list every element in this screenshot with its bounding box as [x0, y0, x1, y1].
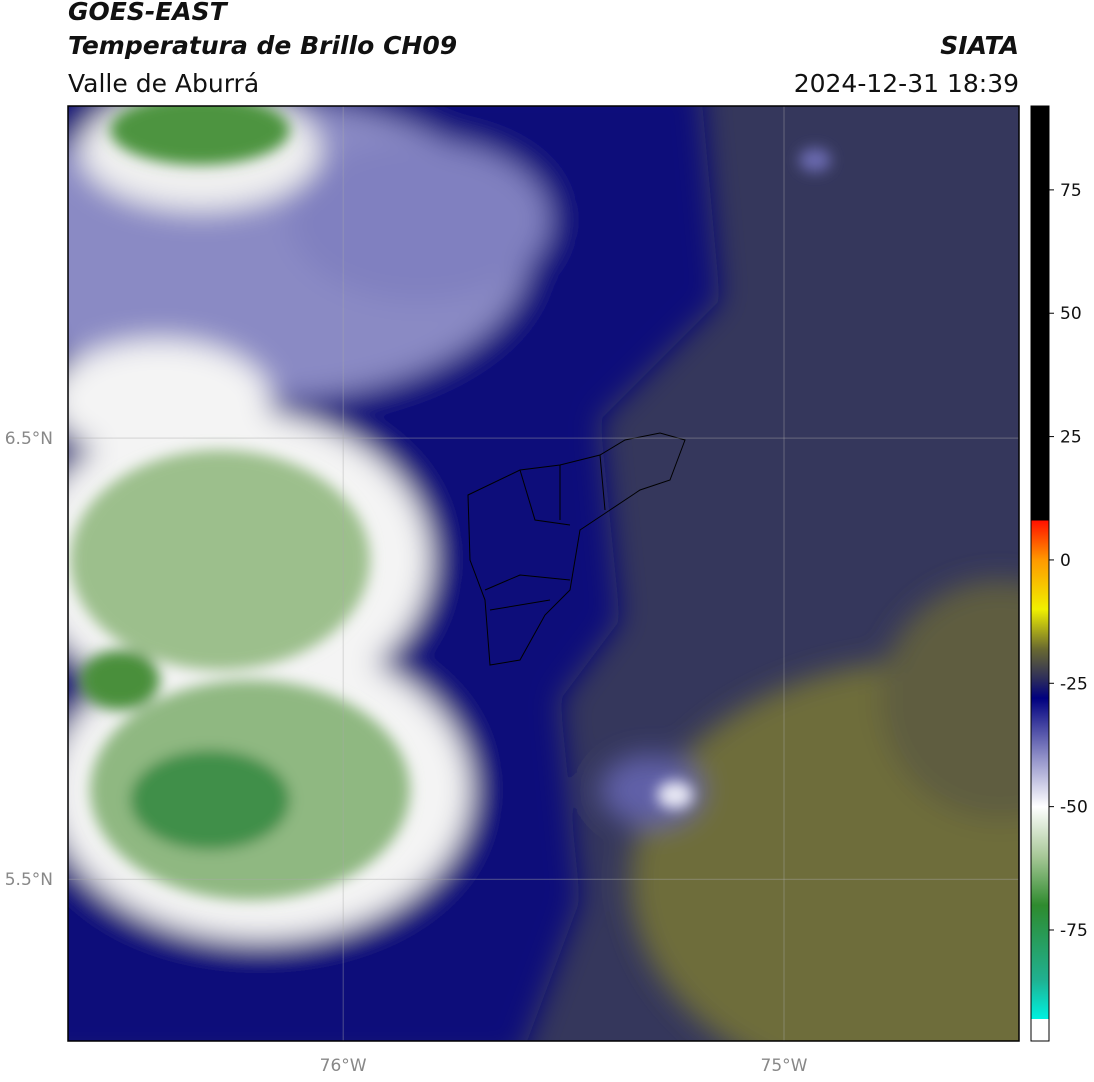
colorbar-tick-label: -25	[1060, 674, 1088, 694]
region: Valle de Aburrá	[68, 69, 259, 98]
colorbar-tick-label: 25	[1060, 428, 1082, 448]
municipal-boundaries	[467, 432, 686, 666]
satellite-image	[68, 106, 1019, 1041]
y-tick-label: 5.5°N	[5, 870, 53, 890]
datetime: 2024-12-31 18:39	[794, 69, 1019, 98]
source: SIATA	[940, 31, 1019, 60]
colorbar-tick-label: 0	[1060, 551, 1071, 571]
colorbar	[1030, 105, 1050, 1042]
colorbar-tick-label: -75	[1060, 921, 1088, 941]
y-tick-label: 6.5°N	[5, 429, 53, 449]
subtitle: Temperatura de Brillo CH09	[68, 31, 457, 60]
title: GOES-EAST	[68, 0, 229, 26]
x-tick-label: 76°W	[320, 1056, 367, 1076]
colorbar-tick-label: -50	[1060, 798, 1088, 818]
colorbar-tick-label: 50	[1060, 304, 1082, 324]
colorbar-tick-label: 75	[1060, 181, 1082, 201]
x-tick-label: 75°W	[761, 1056, 808, 1076]
map-frame	[67, 105, 1020, 1042]
